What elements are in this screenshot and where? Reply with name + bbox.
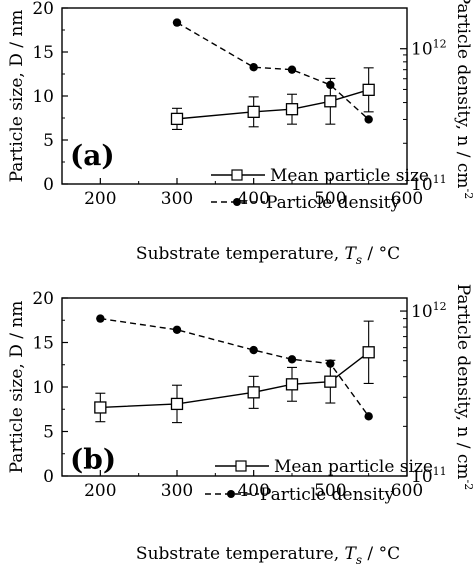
x-tick-label: 400 <box>237 189 269 209</box>
y-tick-label: 20 <box>32 0 54 19</box>
size-point <box>247 386 260 399</box>
series-size-a <box>170 67 375 130</box>
density-point <box>249 345 258 355</box>
y-label-right-b: Particle density, n / cm-2 <box>453 284 474 491</box>
chart-b: Particle size, D / nm Particle density, … <box>7 284 474 567</box>
density-point <box>172 325 182 334</box>
x-tick-label: 200 <box>84 481 116 501</box>
x-label-text-a: Substrate temperature, <box>136 244 345 264</box>
svg-text:Particle density, n / cm-2: Particle density, n / cm-2 <box>453 284 474 491</box>
y-label-right-sup-b: -2 <box>462 480 474 491</box>
legend-text-density-a: Particle density <box>266 193 401 213</box>
y-tick-label: 10 <box>32 87 54 107</box>
density-point <box>96 314 105 323</box>
y2-ticks-a: 1011 1012 <box>400 38 447 195</box>
density-point <box>287 65 297 74</box>
x-tick-label: 600 <box>391 189 423 209</box>
x-tick-label: 200 <box>84 189 116 209</box>
x-ticks-a: 200 300 400 500 600 <box>84 178 423 209</box>
y-label-left-a: Particle size, D / nm <box>7 10 27 183</box>
density-line <box>176 21 370 120</box>
y2-ticks-b: 1011 1012 <box>400 300 447 487</box>
density-point <box>172 18 182 27</box>
y-tick-label: 20 <box>32 289 54 309</box>
density-point <box>364 412 373 421</box>
x-label-symbol-a: T <box>345 244 358 264</box>
y2-tick-label: 1011 <box>411 173 447 195</box>
plot-frame-a <box>61 7 408 185</box>
y2-tick-label: 1011 <box>411 465 447 487</box>
y-tick-label: 5 <box>43 131 54 151</box>
series-density-a <box>172 18 373 124</box>
y-label-left-b: Particle size, D / nm <box>7 301 27 474</box>
svg-text:Particle density, n / cm-2: Particle density, n / cm-2 <box>453 0 474 199</box>
x-tick-label: 300 <box>161 481 193 501</box>
legend-marker-density-a <box>233 198 241 206</box>
size-point <box>362 83 375 96</box>
y-label-right-text-b: Particle density, n / cm <box>453 284 473 480</box>
density-point <box>249 63 258 72</box>
legend-text-size-b: Mean particle size <box>274 457 433 477</box>
series-size-b <box>94 320 375 424</box>
legend-b: Mean particle size Particle density <box>205 457 433 505</box>
x-label-sub-b: s <box>356 553 362 567</box>
y-tick-label: 15 <box>32 43 54 63</box>
y-tick-label: 5 <box>43 423 54 443</box>
y-label-right-sup-a: -2 <box>462 189 474 200</box>
density-line <box>100 317 370 417</box>
x-label-symbol-b: T <box>345 544 358 564</box>
series-density-b <box>96 314 373 421</box>
svg-text:Particle size, D / nm: Particle size, D / nm <box>7 301 27 474</box>
size-point <box>94 401 107 414</box>
legend-marker-size-a <box>231 169 243 181</box>
size-line <box>100 351 370 409</box>
y-ticks-a: 0 5 10 15 20 <box>32 0 68 195</box>
size-point <box>285 103 299 116</box>
legend-text-density-b: Particle density <box>260 485 395 505</box>
x-label-unit-b: / °C <box>362 544 400 564</box>
panel-label-b: (b) <box>70 443 116 476</box>
y-label-right-text-a: Particle density, n / cm <box>453 0 473 189</box>
panel-label-a: (a) <box>70 139 115 172</box>
x-tick-label: 600 <box>391 481 423 501</box>
x-tick-label: 400 <box>237 481 269 501</box>
y2-tick-label: 1012 <box>411 38 447 60</box>
density-point <box>287 355 297 364</box>
chart-a: Particle size, D / nm Particle density, … <box>7 0 474 267</box>
x-label-a: Substrate temperature, Ts / °C <box>136 244 400 267</box>
x-tick-label: 300 <box>161 189 193 209</box>
x-tick-label: 500 <box>314 481 346 501</box>
y-tick-label: 10 <box>32 378 54 398</box>
x-tick-label: 500 <box>314 189 346 209</box>
size-point <box>362 346 375 359</box>
legend-a: Mean particle size Particle density <box>211 166 429 213</box>
x-label-sub-a: s <box>356 253 362 267</box>
x-label-text-b: Substrate temperature, <box>136 544 345 564</box>
density-point <box>364 115 373 124</box>
plot-frame-b <box>61 297 408 477</box>
x-label-b: Substrate temperature, Ts / °C <box>136 544 400 567</box>
y2-tick-label: 1012 <box>411 300 447 322</box>
size-point <box>170 112 184 126</box>
size-point <box>324 95 337 108</box>
legend-marker-density-b <box>227 490 235 498</box>
x-ticks-b: 200 300 400 500 600 <box>84 470 423 501</box>
y-ticks-b: 0 5 10 15 20 <box>32 289 68 487</box>
size-point <box>247 105 260 118</box>
legend-marker-size-b <box>235 460 247 472</box>
x-label-unit-a: / °C <box>362 244 400 264</box>
y-tick-label: 0 <box>43 175 54 195</box>
size-point <box>170 397 184 411</box>
legend-text-size-a: Mean particle size <box>270 166 429 186</box>
y-label-right-a: Particle density, n / cm-2 <box>453 0 474 199</box>
y-tick-label: 15 <box>32 334 54 354</box>
svg-text:Particle size, D / nm: Particle size, D / nm <box>7 10 27 183</box>
y-tick-label: 0 <box>43 467 54 487</box>
size-point <box>324 375 337 388</box>
size-point <box>285 378 299 391</box>
